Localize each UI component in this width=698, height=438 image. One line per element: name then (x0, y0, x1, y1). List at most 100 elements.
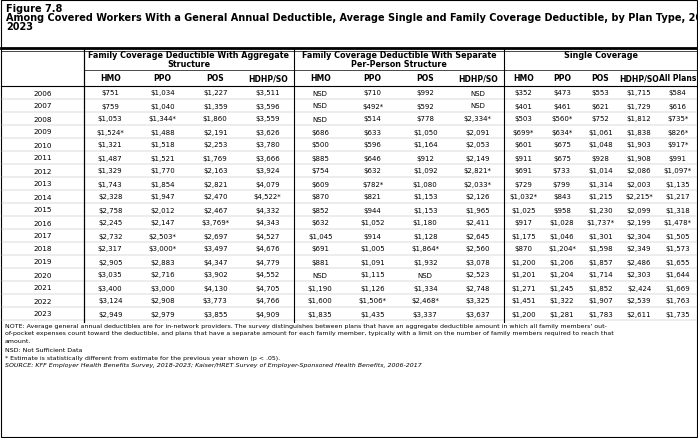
Text: NSD: NSD (313, 272, 327, 278)
Text: 2019: 2019 (34, 259, 52, 265)
Text: $914: $914 (364, 233, 382, 239)
Text: $1,092: $1,092 (413, 168, 438, 174)
Text: $1,048: $1,048 (588, 142, 613, 148)
Text: $1,135: $1,135 (665, 181, 690, 187)
Text: 2023: 2023 (34, 311, 52, 317)
Text: $1,034: $1,034 (151, 90, 175, 96)
Text: $2,033*: $2,033* (463, 181, 492, 187)
Text: $1,271: $1,271 (511, 285, 535, 291)
Text: $4,079: $4,079 (255, 181, 280, 187)
Text: $1,505: $1,505 (665, 233, 690, 239)
Text: $3,035: $3,035 (98, 272, 123, 278)
Text: $1,932: $1,932 (413, 259, 438, 265)
Text: $560*: $560* (551, 116, 572, 122)
Text: PPO: PPO (364, 74, 382, 83)
Text: $461: $461 (553, 103, 571, 109)
Text: $691: $691 (514, 168, 533, 174)
Text: $4,766: $4,766 (255, 298, 280, 304)
Text: POS: POS (417, 74, 434, 83)
Text: of-pocket expenses count toward the deductible, and plans that have a separate a: of-pocket expenses count toward the dedu… (5, 331, 614, 336)
Text: $1,097*: $1,097* (664, 168, 692, 174)
Text: $473: $473 (553, 90, 571, 96)
Text: $1,227: $1,227 (203, 90, 228, 96)
Text: $3,902: $3,902 (203, 272, 228, 278)
Text: $1,322: $1,322 (549, 298, 574, 304)
Text: $2,539: $2,539 (627, 298, 651, 304)
Text: $2,486: $2,486 (627, 259, 651, 265)
Text: $2,560: $2,560 (466, 246, 490, 252)
Text: $4,130: $4,130 (203, 285, 228, 291)
Text: $1,318: $1,318 (665, 207, 690, 213)
Text: $4,909: $4,909 (255, 311, 280, 317)
Text: $514: $514 (364, 116, 382, 122)
Text: $3,626: $3,626 (255, 129, 280, 135)
Text: $1,435: $1,435 (360, 311, 385, 317)
Text: 2011: 2011 (34, 155, 52, 161)
Text: $1,321: $1,321 (98, 142, 123, 148)
Text: $754: $754 (311, 168, 329, 174)
Text: $1,061: $1,061 (588, 129, 613, 135)
Text: $2,732: $2,732 (98, 233, 123, 239)
Text: $2,905: $2,905 (98, 259, 123, 265)
Text: SOURCE: KFF Employer Health Benefits Survey, 2018-2023; Kaiser/HRET Survey of Em: SOURCE: KFF Employer Health Benefits Sur… (5, 363, 422, 367)
Text: $401: $401 (514, 103, 533, 109)
Text: amount.: amount. (5, 338, 31, 343)
Text: Figure 7.8: Figure 7.8 (6, 4, 62, 14)
Text: $675: $675 (553, 155, 571, 161)
Text: $821: $821 (364, 194, 382, 200)
Text: $686: $686 (311, 129, 329, 135)
Text: $553: $553 (592, 90, 609, 96)
Text: $1,812: $1,812 (627, 116, 651, 122)
Text: $1,329: $1,329 (98, 168, 123, 174)
Text: HMO: HMO (513, 74, 534, 83)
Text: $2,086: $2,086 (627, 168, 651, 174)
Text: $1,965: $1,965 (466, 207, 490, 213)
Text: $1,314: $1,314 (588, 181, 613, 187)
Text: HDHP/SO: HDHP/SO (619, 74, 659, 83)
Text: All Plans: All Plans (659, 74, 697, 83)
Text: $870: $870 (514, 246, 533, 252)
Text: $2,191: $2,191 (203, 129, 228, 135)
Text: NSD: NSD (470, 103, 485, 109)
Text: $2,003: $2,003 (627, 181, 651, 187)
Text: $2,821: $2,821 (203, 181, 228, 187)
Text: $752: $752 (592, 116, 609, 122)
Text: $2,215*: $2,215* (625, 194, 653, 200)
Text: $759: $759 (101, 103, 119, 109)
Text: $1,714: $1,714 (588, 272, 613, 278)
Text: $4,343: $4,343 (255, 220, 280, 226)
Text: $1,045: $1,045 (308, 233, 332, 239)
Text: $1,644: $1,644 (665, 272, 690, 278)
Text: $1,128: $1,128 (413, 233, 438, 239)
Text: $3,924: $3,924 (255, 168, 280, 174)
Text: $992: $992 (416, 90, 434, 96)
Text: $691: $691 (311, 246, 329, 252)
Text: $733: $733 (553, 168, 571, 174)
Text: $3,000: $3,000 (150, 285, 175, 291)
Text: $2,979: $2,979 (151, 311, 175, 317)
Text: $1,217: $1,217 (665, 194, 690, 200)
Text: $1,301: $1,301 (588, 233, 613, 239)
Text: NSD: NSD (313, 116, 327, 122)
Text: $2,908: $2,908 (151, 298, 175, 304)
Text: $1,669: $1,669 (665, 285, 690, 291)
Text: $1,052: $1,052 (360, 220, 385, 226)
Text: $3,666: $3,666 (255, 155, 280, 161)
Text: $1,573: $1,573 (665, 246, 690, 252)
Text: 2017: 2017 (34, 233, 52, 239)
Text: $2,304: $2,304 (627, 233, 651, 239)
Text: $1,854: $1,854 (151, 181, 175, 187)
Text: 2016: 2016 (34, 220, 52, 226)
Text: $634*: $634* (551, 129, 572, 135)
Text: $2,883: $2,883 (151, 259, 175, 265)
Text: $1,655: $1,655 (665, 259, 690, 265)
Text: $4,527: $4,527 (255, 233, 280, 239)
Text: $782*: $782* (362, 181, 383, 187)
Text: $1,200: $1,200 (511, 259, 535, 265)
Text: $1,050: $1,050 (413, 129, 438, 135)
Text: $609: $609 (311, 181, 329, 187)
Text: $3,000*: $3,000* (149, 246, 177, 252)
Text: $4,347: $4,347 (203, 259, 228, 265)
Text: $1,947: $1,947 (151, 194, 175, 200)
Text: 2021: 2021 (34, 285, 52, 291)
